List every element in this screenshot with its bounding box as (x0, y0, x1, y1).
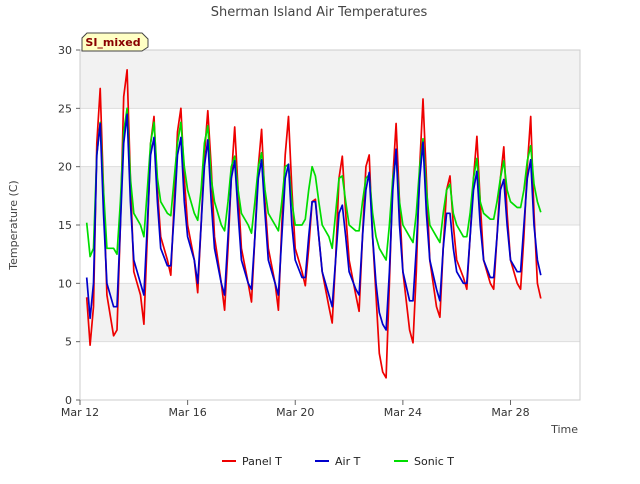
y-tick-label: 25 (58, 102, 72, 115)
series-line-air-t (85, 113, 542, 331)
legend-label-air-t: Air T (335, 455, 361, 468)
annotation-box (81, 32, 149, 52)
x-tick-label: Mar 12 (61, 406, 99, 419)
y-tick-label: 30 (58, 44, 72, 57)
grid-band (80, 166, 580, 225)
grid-band (80, 50, 580, 109)
plot-area: 0 5 10 15 20 25 30 Mar 12 Mar 16 Mar 20 Mar 24 Mar … (58, 44, 581, 419)
legend: Panel T Air T Sonic T (222, 455, 454, 468)
y-tick-label: 20 (58, 161, 72, 174)
y-tick-label: 10 (58, 277, 72, 290)
annotation-label: SI_mixed (85, 36, 140, 49)
y-axis-label: Temperature (C) (7, 180, 20, 270)
series-line-sonic-t (85, 107, 542, 261)
y-tick-label: 5 (65, 336, 72, 349)
x-axis-label: Time (550, 423, 578, 436)
legend-label-sonic-t: Sonic T (414, 455, 454, 468)
legend-label-panel-t: Panel T (242, 455, 282, 468)
x-tick-label: Mar 24 (384, 406, 422, 419)
chart-title: Sherman Island Air Temperatures (211, 5, 428, 20)
x-tick-label: Mar 28 (491, 406, 529, 419)
annotation-badge: SI_mixed (81, 32, 149, 52)
y-tick-label: 15 (58, 219, 72, 232)
y-tick-label: 0 (65, 394, 72, 407)
x-tick-label: Mar 20 (276, 406, 314, 419)
x-tick-label: Mar 16 (168, 406, 206, 419)
